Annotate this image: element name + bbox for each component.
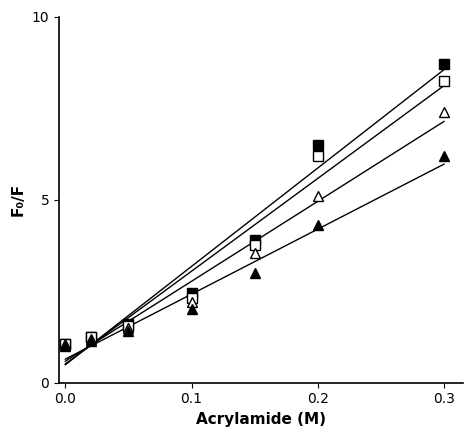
Y-axis label: F₀/F: F₀/F [11,183,26,216]
X-axis label: Acrylamide (M): Acrylamide (M) [196,412,326,427]
